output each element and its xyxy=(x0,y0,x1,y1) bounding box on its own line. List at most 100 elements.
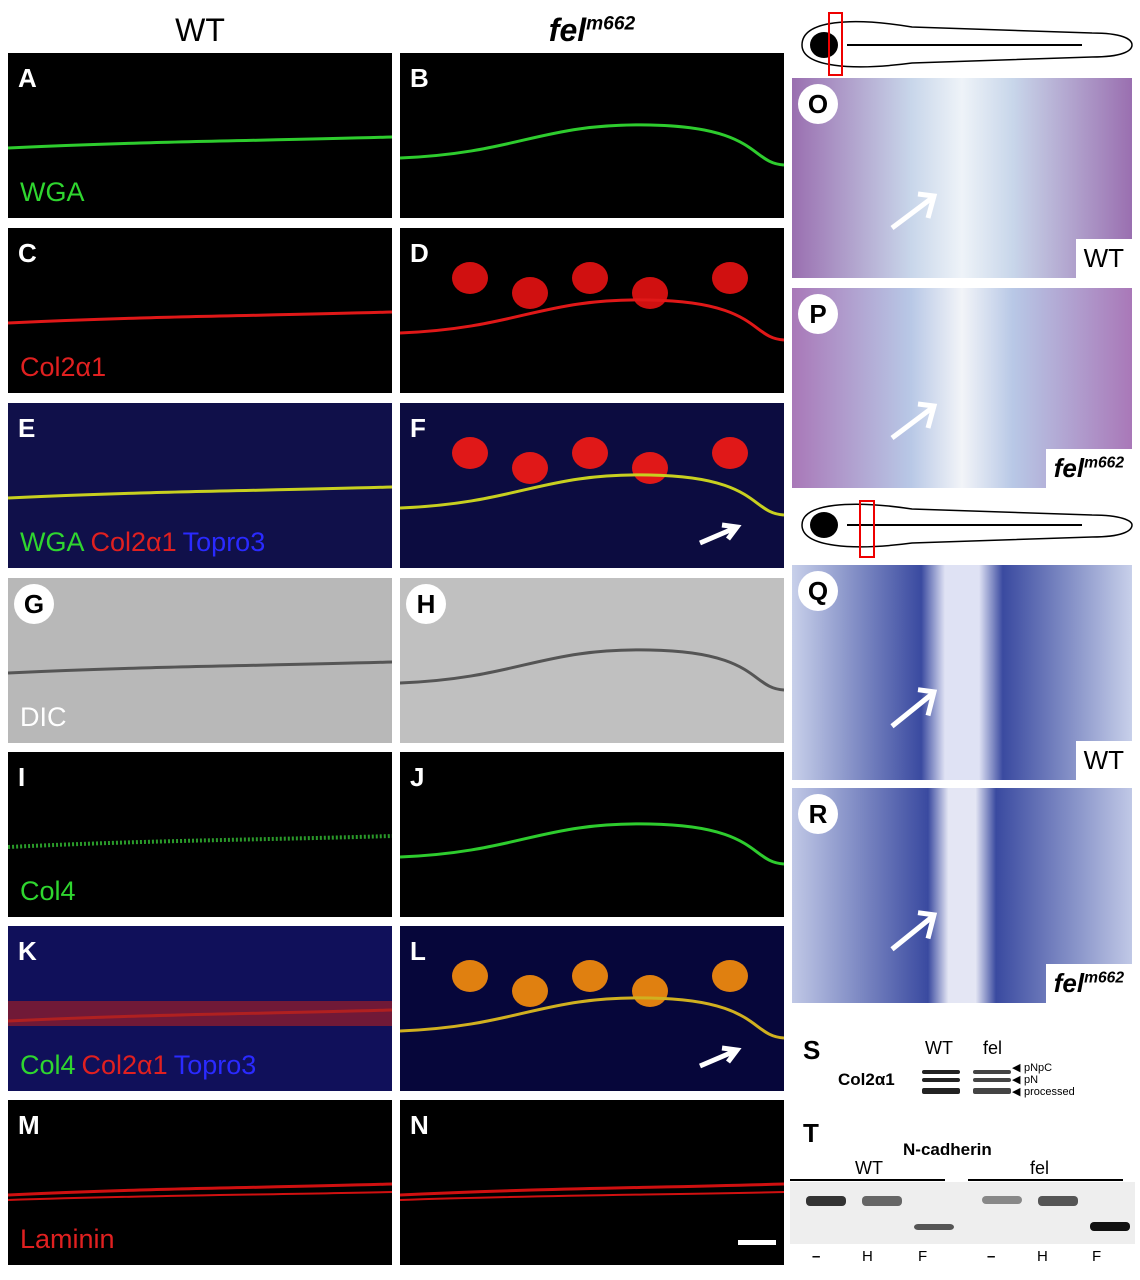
column-header: WT xyxy=(175,12,225,48)
panel-letter: G xyxy=(14,584,54,624)
channel-label: Topro3 xyxy=(182,527,266,557)
cell xyxy=(512,277,548,309)
genotype-label: felm662 xyxy=(1045,449,1132,488)
notochord-sheath xyxy=(8,310,392,325)
cell xyxy=(712,960,748,992)
notochord-sheath xyxy=(400,822,784,866)
cell xyxy=(632,277,668,309)
channel-label: WGA xyxy=(20,177,85,207)
band xyxy=(1090,1222,1130,1231)
cell xyxy=(572,437,608,469)
panel-letter: S xyxy=(803,1035,821,1065)
fish-diagram xyxy=(801,12,1133,76)
row-label: Col2α1 xyxy=(838,1070,895,1089)
header-text: fel xyxy=(548,12,587,48)
notochord-sheath xyxy=(8,660,392,675)
notochord-sheath xyxy=(400,1182,784,1197)
cell xyxy=(512,452,548,484)
cell xyxy=(632,975,668,1007)
sheath-inner xyxy=(8,1191,392,1201)
panel-letter: L xyxy=(410,936,426,966)
image-panel: G DIC xyxy=(8,578,392,743)
lane-label: F xyxy=(1092,1248,1102,1265)
scale-bar xyxy=(738,1240,776,1245)
notochord-sheath xyxy=(400,298,784,342)
genotype-sup: m662 xyxy=(1084,454,1124,472)
genotype-text: WT xyxy=(1083,243,1124,273)
panel-letter: D xyxy=(410,238,429,268)
panel-letter: P xyxy=(798,294,838,334)
cell xyxy=(712,437,748,469)
blot-title: N-cadherin xyxy=(903,1140,992,1159)
cell xyxy=(512,975,548,1007)
image-panel: M Laminin xyxy=(8,1100,392,1265)
panel-letter: R xyxy=(798,794,838,834)
panel-art xyxy=(400,123,784,167)
image-panel: K Col4 Col2α1 Topro3 xyxy=(8,926,392,1091)
band xyxy=(982,1196,1022,1204)
panel-art xyxy=(890,191,938,230)
notochord-sheath xyxy=(400,996,784,1040)
panel-art xyxy=(400,262,784,342)
cell xyxy=(572,960,608,992)
channel-labels: Col2α1 xyxy=(20,352,112,383)
band xyxy=(973,1070,1011,1074)
panel-letter: K xyxy=(18,936,37,966)
panel-letter: H xyxy=(406,584,446,624)
panel-art xyxy=(8,834,392,849)
column-header: felm662 xyxy=(400,12,784,49)
image-panel: N xyxy=(400,1100,784,1265)
notochord-sheath xyxy=(8,485,392,500)
header-sup: m662 xyxy=(586,13,636,35)
cell xyxy=(632,452,668,484)
genotype-text: fel xyxy=(1053,453,1085,483)
image-panel: I Col4 xyxy=(8,752,392,917)
notochord-sheath xyxy=(8,834,392,849)
arrow xyxy=(699,1045,742,1069)
cell xyxy=(452,437,488,469)
panel-letter: I xyxy=(18,762,26,792)
histology-panel: Q WT xyxy=(792,565,1132,780)
notochord-sheath xyxy=(8,135,392,150)
panel-letter: B xyxy=(410,63,429,93)
lane-label: – xyxy=(812,1248,821,1265)
notochord-sheath xyxy=(400,123,784,167)
genotype-text: WT xyxy=(1083,745,1124,775)
genotype-label: WT xyxy=(1075,239,1132,278)
panel-art xyxy=(8,310,392,325)
panel-letter: M xyxy=(18,1110,40,1140)
genotype-label: WT xyxy=(1075,741,1132,780)
image-panel: D xyxy=(400,228,784,393)
arrow xyxy=(699,522,742,546)
panel-letter: O xyxy=(798,84,838,124)
histology-panel: O WT xyxy=(792,78,1132,278)
genotype-label: felm662 xyxy=(1045,964,1132,1003)
lane-label: H xyxy=(1037,1248,1048,1265)
channel-label: Topro3 xyxy=(173,1050,257,1080)
panel-letter: F xyxy=(410,413,426,443)
channel-labels: Col4 xyxy=(20,876,82,907)
lane-label: F xyxy=(918,1248,928,1265)
image-panel: E WGA Col2α1 Topro3 xyxy=(8,403,392,568)
band xyxy=(973,1078,1011,1082)
channel-label: Col4 xyxy=(20,1050,76,1080)
channel-label: Col2α1 xyxy=(20,352,107,382)
image-panel: B xyxy=(400,53,784,218)
channel-labels: WGA Col2α1 Topro3 xyxy=(20,527,271,558)
panel-art xyxy=(8,135,392,150)
genotype-sup: m662 xyxy=(1084,969,1124,987)
group-rule xyxy=(968,1179,1123,1181)
image-panel: L xyxy=(400,926,784,1091)
panel-art xyxy=(8,485,392,500)
panel-letter: E xyxy=(18,413,36,443)
panel-art xyxy=(400,1182,784,1201)
lane-label: – xyxy=(987,1248,996,1265)
image-panel: A WGA xyxy=(8,53,392,218)
image-panel: C Col2α1 xyxy=(8,228,392,393)
band xyxy=(922,1088,960,1094)
sheath-inner xyxy=(400,1191,784,1201)
arrow xyxy=(890,401,938,440)
band xyxy=(914,1224,954,1230)
